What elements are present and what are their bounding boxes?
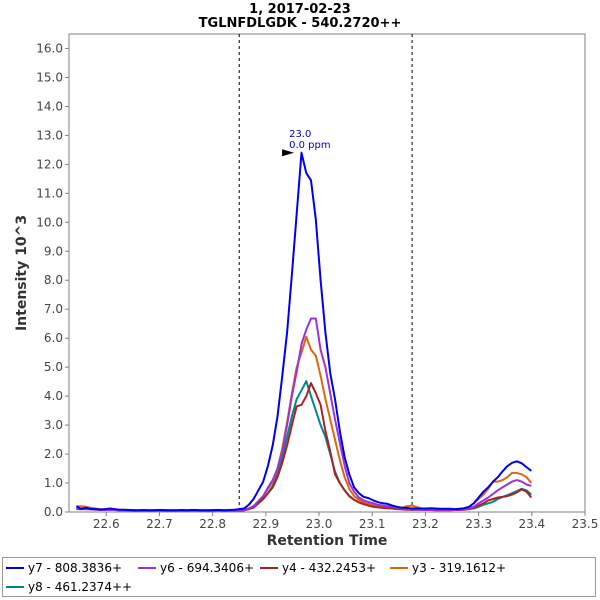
legend: y7 - 808.3836+ y6 - 694.3406+ y4 - 432.245… xyxy=(2,557,596,597)
peak-annotation-rt: 23.0 xyxy=(289,129,311,140)
y-tick-label: 2.0 xyxy=(44,447,63,461)
y-tick-label: 8.0 xyxy=(44,273,63,287)
y-tick-label: 11.0 xyxy=(36,186,63,200)
legend-item: y8 - 461.2374++ xyxy=(6,578,132,596)
legend-swatch xyxy=(390,567,408,569)
x-tick-label: 23.1 xyxy=(359,517,386,531)
y-tick-label: 4.0 xyxy=(44,389,63,403)
series-line-y4 xyxy=(76,382,533,512)
x-tick-label: 23.4 xyxy=(518,517,545,531)
x-tick-label: 22.6 xyxy=(93,517,120,531)
legend-swatch xyxy=(6,586,24,588)
plot-area xyxy=(68,33,586,513)
y-tick-label: 14.0 xyxy=(36,99,63,113)
x-tick-label: 22.9 xyxy=(252,517,279,531)
legend-label: y8 - 461.2374++ xyxy=(28,580,133,594)
series-line-y7 xyxy=(75,151,532,512)
x-tick-label: 22.8 xyxy=(199,517,226,531)
y-tick-label: 1.0 xyxy=(44,476,63,490)
legend-swatch xyxy=(138,567,156,569)
y-tick-label: 0.0 xyxy=(44,505,63,519)
chart-title: 1, 2017-02-23 xyxy=(249,2,351,17)
y-tick-label: 16.0 xyxy=(36,41,63,55)
y-tick-label: 3.0 xyxy=(44,418,63,432)
legend-label: y6 - 694.3406+ xyxy=(160,561,255,575)
y-tick-label: 12.0 xyxy=(36,157,63,171)
x-tick-label: 23.2 xyxy=(412,517,439,531)
y-axis-label: Intensity 10^3 xyxy=(14,215,30,331)
series-line-y3 xyxy=(76,335,533,512)
x-tick-label: 23.0 xyxy=(306,517,333,531)
y-tick-label: 6.0 xyxy=(44,331,63,345)
peak-annotation-ppm: 0.0 ppm xyxy=(289,140,331,151)
legend-item: y3 - 319.1612+ xyxy=(390,559,506,577)
y-axis: 0.0 1.0 2.0 3.0 4.0 5.0 6.0 7.0 8.0 9.0 10.0 11.0 12… xyxy=(36,41,69,519)
legend-item: y6 - 694.3406+ xyxy=(138,559,254,577)
legend-label: y7 - 808.3836+ xyxy=(28,561,123,575)
peak-annotation: 23.0 0.0 ppm xyxy=(282,129,331,157)
legend-swatch xyxy=(6,567,24,569)
x-tick-label: 23.3 xyxy=(465,517,492,531)
series-lines xyxy=(75,151,533,512)
legend-swatch xyxy=(260,567,278,569)
legend-label: y4 - 432.2453+ xyxy=(282,561,377,575)
chart-subtitle: TGLNFDLGDK - 540.2720++ xyxy=(199,16,402,31)
x-axis-label: Retention Time xyxy=(267,533,388,549)
legend-item: y4 - 432.2453+ xyxy=(260,559,376,577)
legend-label: y3 - 319.1612+ xyxy=(412,561,507,575)
x-axis: 22.6 22.7 22.8 22.9 23.0 23.1 23.2 23.3 23.4 23.5 xyxy=(93,512,598,531)
y-tick-label: 9.0 xyxy=(44,244,63,258)
y-tick-label: 10.0 xyxy=(36,215,63,229)
peak-boundaries xyxy=(238,34,413,512)
y-tick-label: 15.0 xyxy=(36,70,63,84)
peak-marker-arrow xyxy=(282,149,295,157)
x-tick-label: 23.5 xyxy=(572,517,599,531)
y-tick-label: 7.0 xyxy=(44,302,63,316)
y-tick-label: 13.0 xyxy=(36,128,63,142)
y-tick-label: 5.0 xyxy=(44,360,63,374)
x-tick-label: 22.7 xyxy=(146,517,173,531)
legend-item: y7 - 808.3836+ xyxy=(6,559,122,577)
